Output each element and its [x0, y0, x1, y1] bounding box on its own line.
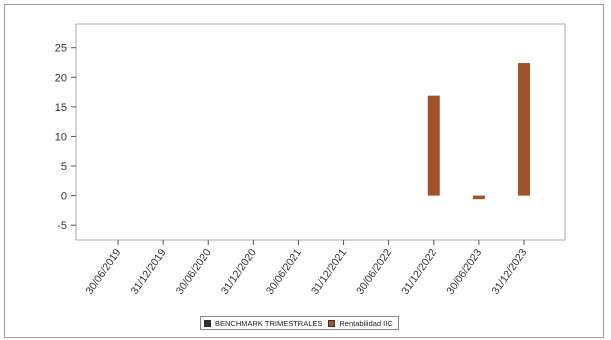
x-tick-label: 30/06/2022 — [354, 247, 394, 297]
x-tick-label: 30/06/2021 — [264, 247, 304, 297]
bar-rentabilidad-7 — [427, 95, 440, 196]
legend: BENCHMARK TRIMESTRALES Rentabilidad IIC — [200, 316, 399, 330]
y-tick-label: 0 — [61, 191, 67, 203]
x-tick-label: 31/12/2022 — [399, 247, 439, 297]
y-tick-label: 25 — [55, 43, 67, 55]
y-tick-label: 10 — [55, 131, 67, 143]
bar-rentabilidad-9 — [518, 63, 530, 196]
y-tick-label: 20 — [55, 72, 67, 84]
legend-swatch-rentabilidad — [328, 319, 336, 327]
x-tick-label: 30/06/2019 — [83, 247, 123, 297]
y-tick-label: 15 — [55, 102, 67, 114]
y-axis: -5 0 5 10 15 20 25 — [55, 43, 76, 232]
x-axis: 30/06/2019 31/12/2019 30/06/2020 31/12/2020… — [83, 240, 530, 297]
bars — [427, 63, 530, 200]
legend-item-benchmark: BENCHMARK TRIMESTRALES — [204, 319, 322, 328]
x-tick-label: 30/06/2020 — [174, 247, 214, 297]
bar-rentabilidad-8 — [472, 195, 485, 200]
legend-label-benchmark: BENCHMARK TRIMESTRALES — [215, 318, 323, 328]
x-tick-label: 31/12/2023 — [489, 247, 529, 297]
x-tick-label: 30/06/2023 — [444, 247, 484, 297]
legend-item-rentabilidad: Rentabilidad IIC — [328, 318, 393, 328]
y-tick-label: 5 — [61, 161, 67, 173]
x-tick-label: 31/12/2019 — [129, 247, 169, 297]
plot-area — [75, 23, 566, 241]
legend-label-rentabilidad: Rentabilidad IIC — [339, 318, 393, 328]
x-tick-label: 31/12/2021 — [309, 247, 349, 297]
legend-swatch-benchmark — [204, 319, 211, 327]
x-tick-label: 31/12/2020 — [219, 247, 259, 297]
y-tick-label: -5 — [57, 220, 67, 232]
